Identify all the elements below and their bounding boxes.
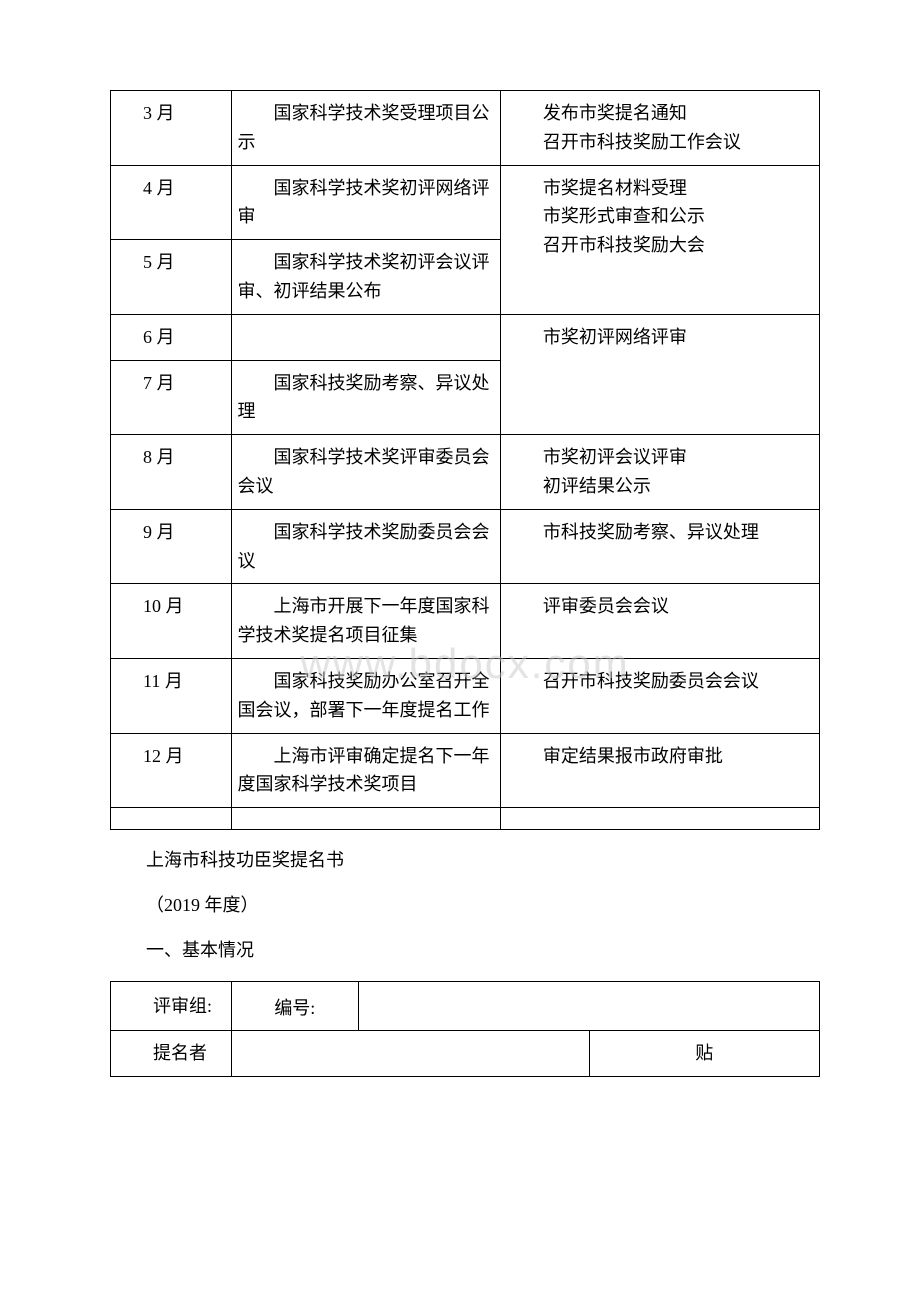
empty-cell	[231, 808, 500, 830]
city-cell: 发布市奖提名通知召开市科技奖励工作会议	[500, 91, 819, 166]
number-label: 编号:	[231, 981, 359, 1031]
section-heading: 一、基本情况	[110, 936, 820, 965]
month-cell: 7 月	[111, 360, 232, 435]
city-cell: 审定结果报市政府审批	[500, 733, 819, 808]
table-row: 8 月国家科学技术奖评审委员会会议市奖初评会议评审初评结果公示	[111, 435, 820, 510]
table-row: 12 月上海市评审确定提名下一年度国家科学技术奖项目审定结果报市政府审批	[111, 733, 820, 808]
city-cell: 市奖初评会议评审初评结果公示	[500, 435, 819, 510]
table-row: 提名者 贴	[111, 1031, 820, 1077]
national-cell	[231, 314, 500, 360]
table-row: 3 月国家科学技术奖受理项目公示发布市奖提名通知召开市科技奖励工作会议	[111, 91, 820, 166]
table-row	[111, 808, 820, 830]
table-row: 10 月上海市开展下一年度国家科学技术奖提名项目征集评审委员会会议	[111, 584, 820, 659]
month-cell: 3 月	[111, 91, 232, 166]
month-cell: 8 月	[111, 435, 232, 510]
city-cell: 召开市科技奖励委员会会议	[500, 658, 819, 733]
national-cell: 国家科技奖励考察、异议处理	[231, 360, 500, 435]
empty-cell	[359, 981, 820, 1031]
national-cell: 上海市评审确定提名下一年度国家科学技术奖项目	[231, 733, 500, 808]
city-cell: 市奖提名材料受理市奖形式审查和公示召开市科技奖励大会	[500, 165, 819, 314]
month-cell: 10 月	[111, 584, 232, 659]
form-table: 评审组: 编号: 提名者 贴	[110, 981, 820, 1078]
doc-title: 上海市科技功臣奖提名书	[110, 846, 820, 875]
table-row: 11 月国家科技奖励办公室召开全国会议，部署下一年度提名工作召开市科技奖励委员会…	[111, 658, 820, 733]
table-row: 4 月国家科学技术奖初评网络评审市奖提名材料受理市奖形式审查和公示召开市科技奖励…	[111, 165, 820, 240]
schedule-table: 3 月国家科学技术奖受理项目公示发布市奖提名通知召开市科技奖励工作会议4 月国家…	[110, 90, 820, 830]
national-cell: 国家科学技术奖励委员会会议	[231, 509, 500, 584]
table-row: 9 月国家科学技术奖励委员会会议市科技奖励考察、异议处理	[111, 509, 820, 584]
doc-year: （2019 年度）	[110, 891, 820, 920]
city-cell: 评审委员会会议	[500, 584, 819, 659]
city-cell: 市科技奖励考察、异议处理	[500, 509, 819, 584]
empty-cell	[111, 808, 232, 830]
page-container: 3 月国家科学技术奖受理项目公示发布市奖提名通知召开市科技奖励工作会议4 月国家…	[110, 90, 820, 1077]
empty-cell	[231, 1031, 589, 1077]
national-cell: 国家科学技术奖受理项目公示	[231, 91, 500, 166]
paste-label: 贴	[589, 1031, 819, 1077]
table-row: 6 月市奖初评网络评审	[111, 314, 820, 360]
national-cell: 国家科学技术奖评审委员会会议	[231, 435, 500, 510]
month-cell: 12 月	[111, 733, 232, 808]
month-cell: 9 月	[111, 509, 232, 584]
month-cell: 11 月	[111, 658, 232, 733]
national-cell: 国家科学技术奖初评会议评审、初评结果公布	[231, 240, 500, 315]
national-cell: 上海市开展下一年度国家科学技术奖提名项目征集	[231, 584, 500, 659]
month-cell: 6 月	[111, 314, 232, 360]
month-cell: 5 月	[111, 240, 232, 315]
city-cell: 市奖初评网络评审	[500, 314, 819, 434]
review-group-label: 评审组:	[111, 981, 232, 1031]
month-cell: 4 月	[111, 165, 232, 240]
nominator-label: 提名者	[111, 1031, 232, 1077]
table-row: 评审组: 编号:	[111, 981, 820, 1031]
national-cell: 国家科技奖励办公室召开全国会议，部署下一年度提名工作	[231, 658, 500, 733]
empty-cell	[500, 808, 819, 830]
national-cell: 国家科学技术奖初评网络评审	[231, 165, 500, 240]
